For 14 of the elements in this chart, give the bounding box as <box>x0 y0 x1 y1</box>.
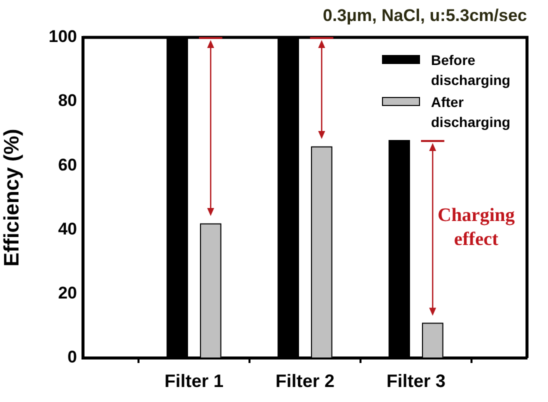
y-tick-label: 20 <box>58 284 77 303</box>
y-tick-label: 0 <box>68 348 77 367</box>
y-tick-label: 80 <box>58 91 77 110</box>
y-tick-label: 40 <box>58 219 77 238</box>
annotation: Charging effect <box>438 204 515 252</box>
legend-label: After discharging <box>431 93 510 132</box>
y-tick-label: 60 <box>58 155 77 174</box>
x-tick-label: Filter 3 <box>386 370 446 391</box>
y-tick-label: 100 <box>48 27 77 46</box>
y-axis-title: Efficiency (%) <box>0 128 24 267</box>
chart-title: 0.3μm, NaCl, u:5.3cm/sec <box>322 6 527 25</box>
legend-label: Before discharging <box>431 51 510 90</box>
x-tick-label: Filter 1 <box>164 370 224 391</box>
x-tick-label: Filter 2 <box>275 370 335 391</box>
